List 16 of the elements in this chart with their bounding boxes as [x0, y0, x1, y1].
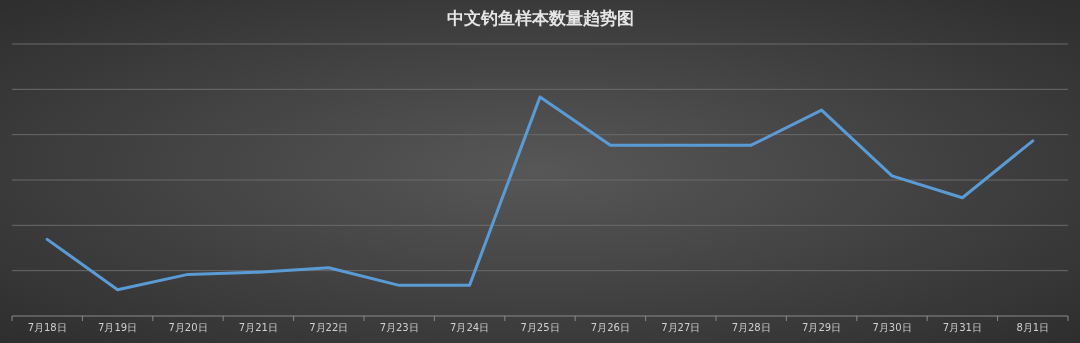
x-tick-label: 8月1日 [1016, 322, 1050, 333]
x-tick-label: 7月29日 [802, 322, 842, 333]
x-tick-label: 7月25日 [520, 322, 560, 333]
x-tick-label: 7月20日 [168, 322, 208, 333]
x-tick-label: 7月27日 [661, 322, 701, 333]
x-tick-label: 7月30日 [872, 322, 912, 333]
x-tick-label: 7月22日 [309, 322, 349, 333]
x-tick-label: 7月31日 [942, 322, 982, 333]
x-tick-label: 7月23日 [379, 322, 419, 333]
chart-title: 中文钓鱼样本数量趋势图 [446, 8, 634, 28]
x-tick-label: 7月18日 [27, 322, 67, 333]
x-tick-label: 7月19日 [98, 322, 138, 333]
x-tick-label: 7月28日 [731, 322, 771, 333]
x-tick-label: 7月26日 [590, 322, 630, 333]
x-tick-label: 7月24日 [450, 322, 490, 333]
x-tick-label: 7月21日 [238, 322, 278, 333]
